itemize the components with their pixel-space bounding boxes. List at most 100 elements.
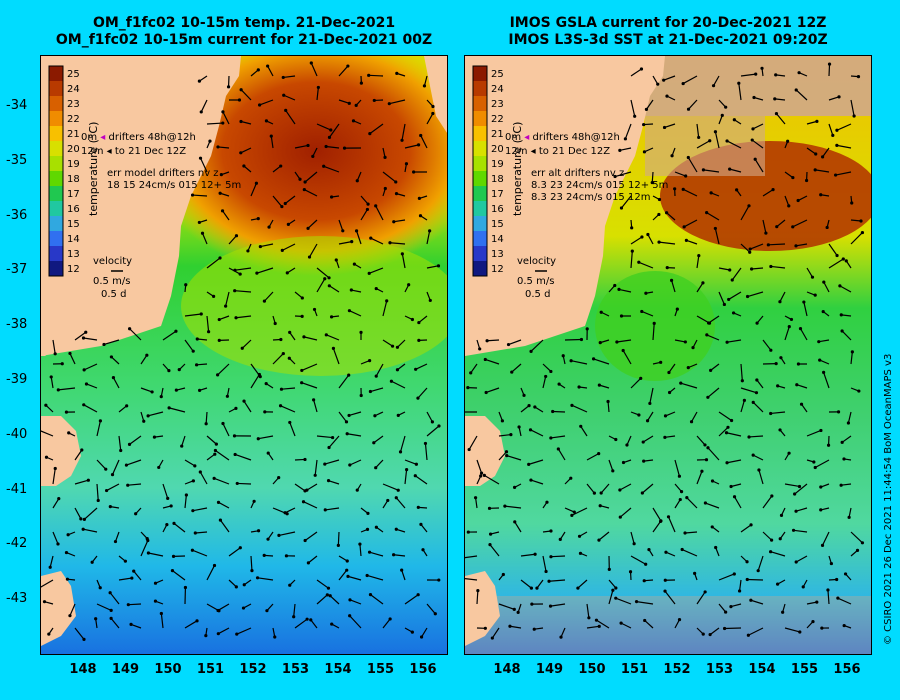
current-vector-head	[598, 341, 602, 345]
current-vector	[289, 422, 296, 437]
colorbar-label: 14	[491, 234, 504, 245]
current-vector	[756, 379, 764, 389]
current-vector-head	[132, 569, 136, 573]
current-vector-head	[344, 420, 349, 424]
colorbar-swatch	[49, 96, 63, 111]
current-vector	[726, 459, 742, 464]
colorbar-swatch	[49, 186, 63, 201]
current-vector-head	[280, 248, 284, 252]
current-vector-head	[599, 491, 603, 495]
current-vector	[630, 531, 635, 544]
current-vector	[740, 524, 752, 533]
current-vector-head	[686, 366, 690, 370]
current-vector-head	[127, 442, 132, 446]
current-vector	[338, 241, 352, 245]
current-vector-head	[745, 560, 749, 564]
current-vector-head	[787, 204, 791, 208]
current-vector-head	[104, 488, 109, 493]
colorbar-label: 20	[491, 144, 504, 155]
current-vector-head	[812, 460, 816, 464]
credit-text: © CSIRO 2021 26 Dec 2021 11:44:54 BoM Oc…	[883, 353, 894, 645]
colorbar-label: 12	[67, 264, 80, 275]
current-vector	[819, 359, 830, 365]
current-vector	[426, 230, 431, 245]
current-vector	[118, 435, 122, 451]
current-vector	[140, 411, 145, 422]
current-vector-head	[819, 485, 823, 489]
current-vector-head	[512, 485, 517, 489]
current-vector-head	[705, 211, 709, 215]
current-vector-head	[813, 465, 817, 470]
current-vector-head	[578, 551, 583, 555]
current-vector	[240, 120, 252, 125]
current-vector-head	[684, 174, 688, 178]
current-vector-head	[644, 291, 648, 295]
current-vector-head	[207, 330, 211, 334]
current-vector-head	[619, 314, 624, 318]
current-vector-head	[374, 286, 378, 291]
current-vector	[96, 603, 112, 611]
current-vector	[619, 483, 632, 491]
current-vector-head	[478, 347, 482, 351]
current-vector-head	[787, 324, 791, 329]
current-vector	[74, 627, 85, 640]
current-vector	[328, 480, 340, 485]
current-vector-head	[263, 410, 267, 414]
current-vector	[696, 591, 706, 605]
current-vector	[751, 267, 764, 270]
current-vector	[234, 290, 252, 293]
current-vector-head	[670, 154, 674, 158]
current-vector-head	[300, 296, 304, 300]
colorbar-swatch	[473, 156, 487, 171]
current-vector	[199, 157, 208, 173]
current-vector	[619, 507, 632, 518]
current-vector	[284, 195, 296, 204]
current-vector	[256, 267, 274, 274]
current-vector-head	[213, 452, 217, 456]
current-vector-head	[795, 383, 799, 387]
current-vector	[528, 459, 544, 465]
current-vector	[684, 531, 698, 534]
longitude-tick-label: 152	[239, 662, 267, 677]
current-vector	[794, 483, 808, 495]
current-vector-head	[544, 374, 548, 379]
current-vector-head	[256, 437, 260, 441]
current-vector-head	[556, 447, 560, 451]
current-vector-head	[329, 315, 334, 319]
current-vector	[415, 363, 428, 370]
current-vector	[332, 348, 340, 365]
current-vector-head	[280, 204, 284, 209]
left-velocity-time: 0.5 d	[101, 289, 127, 300]
current-vector-head	[686, 107, 691, 111]
current-vector-head	[614, 586, 618, 590]
current-vector-head	[419, 133, 423, 138]
colorbar-swatch	[49, 231, 63, 246]
current-vector-head	[798, 630, 802, 634]
current-vector-head	[302, 187, 306, 192]
current-vector	[784, 326, 790, 341]
current-vector	[652, 323, 655, 341]
current-vector-head	[82, 517, 86, 521]
current-vector-head	[658, 519, 663, 524]
current-vector	[718, 267, 730, 271]
current-vector	[828, 64, 831, 77]
current-vector	[600, 483, 610, 494]
current-vector-head	[359, 330, 363, 334]
current-vector	[426, 265, 439, 269]
current-vector-head	[125, 404, 129, 408]
current-vector	[784, 195, 790, 207]
current-vector	[240, 89, 252, 101]
current-vector-head	[811, 619, 815, 624]
current-vector	[696, 123, 700, 138]
current-vector	[850, 351, 853, 365]
current-vector-head	[533, 405, 537, 409]
current-vector	[213, 477, 230, 485]
current-vector	[618, 288, 632, 293]
colorbar-swatch	[473, 216, 487, 231]
current-vector-head	[751, 127, 755, 131]
current-vector	[304, 189, 318, 197]
current-vector-head	[395, 345, 400, 349]
current-vector	[241, 339, 252, 349]
current-vector-head	[623, 137, 627, 141]
current-vector	[706, 212, 720, 221]
